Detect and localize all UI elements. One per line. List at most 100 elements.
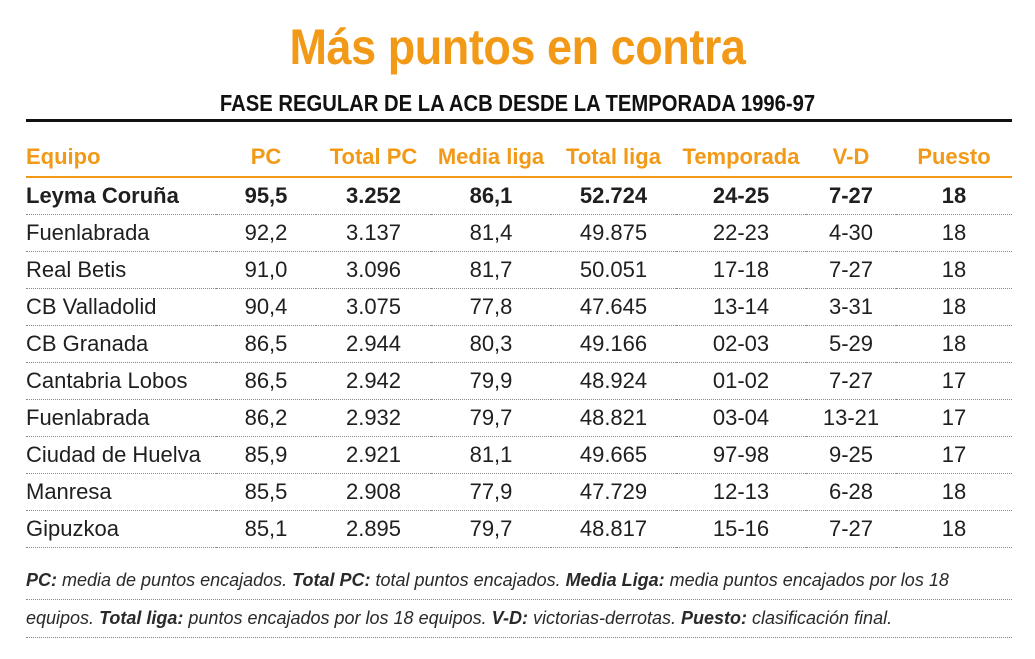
- team-name-cell: CB Granada: [26, 325, 216, 363]
- table-cell: 79,7: [431, 510, 551, 548]
- table-row: CB Valladolid 90,4 3.075 77,8 47.645 13-14 3-3…: [26, 288, 1012, 326]
- title-divider: [26, 119, 1012, 122]
- table-cell: 18: [896, 251, 1012, 289]
- footnote-term: Total liga:: [99, 608, 184, 628]
- column-header: Puesto: [896, 137, 1012, 178]
- table-cell: 15-16: [676, 510, 806, 548]
- team-name-cell: Fuenlabrada: [26, 214, 216, 252]
- table-cell: 2.944: [316, 325, 431, 363]
- table-cell: 79,7: [431, 399, 551, 437]
- chart-subtitle: FASE REGULAR DE LA ACB DESDE LA TEMPORAD…: [219, 90, 816, 116]
- table-cell: 7-27: [806, 510, 896, 548]
- table-cell: 48.821: [551, 399, 676, 437]
- table-cell: 22-23: [676, 214, 806, 252]
- chart-title: Más puntos en contra: [289, 19, 746, 75]
- footnote-term: Puesto:: [681, 608, 748, 628]
- column-header: Total liga: [551, 137, 676, 178]
- column-header: Equipo: [26, 137, 216, 178]
- footnote-text: total puntos encajados.: [370, 570, 566, 590]
- table-cell: 2.895: [316, 510, 431, 548]
- table-cell: 49.665: [551, 436, 676, 474]
- table-cell: 3-31: [806, 288, 896, 326]
- team-name-cell: Fuenlabrada: [26, 399, 216, 437]
- table-row: CB Granada 86,5 2.944 80,3 49.166 02-03 5-29 18: [26, 325, 1012, 363]
- table-cell: 6-28: [806, 473, 896, 511]
- table-cell: 85,1: [216, 510, 316, 548]
- table-cell: 7-27: [806, 251, 896, 289]
- table-cell: 2.942: [316, 362, 431, 400]
- column-header: Total PC: [316, 137, 431, 178]
- footnote-text: media de puntos encajados.: [57, 570, 293, 590]
- table-cell: 02-03: [676, 325, 806, 363]
- table-cell: 18: [896, 510, 1012, 548]
- table-cell: 81,4: [431, 214, 551, 252]
- table-cell: 03-04: [676, 399, 806, 437]
- column-header: Media liga: [431, 137, 551, 178]
- table-cell: 81,1: [431, 436, 551, 474]
- table-cell: 3.096: [316, 251, 431, 289]
- team-name-cell: Manresa: [26, 473, 216, 511]
- table-cell: 92,2: [216, 214, 316, 252]
- table-cell: 2.921: [316, 436, 431, 474]
- team-name-cell: Leyma Coruña: [26, 177, 216, 215]
- table-row: Fuenlabrada 86,2 2.932 79,7 48.821 03-04 13-21…: [26, 399, 1012, 437]
- table-cell: 17: [896, 399, 1012, 437]
- column-header: V-D: [806, 137, 896, 178]
- table-cell: 50.051: [551, 251, 676, 289]
- footnote-line-2: equipos. Total liga: puntos encajados po…: [26, 600, 1012, 638]
- table-cell: 80,3: [431, 325, 551, 363]
- footnote-term: Total PC:: [292, 570, 371, 590]
- table-cell: 12-13: [676, 473, 806, 511]
- table-cell: 7-27: [806, 362, 896, 400]
- table-cell: 18: [896, 177, 1012, 215]
- table-cell: 49.875: [551, 214, 676, 252]
- table-cell: 97-98: [676, 436, 806, 474]
- table-cell: 13-21: [806, 399, 896, 437]
- table-row: Leyma Coruña 95,5 3.252 86,1 52.724 24-25 7-27…: [26, 177, 1012, 215]
- column-header: Temporada: [676, 137, 806, 178]
- table-cell: 18: [896, 325, 1012, 363]
- table-cell: 17: [896, 436, 1012, 474]
- table-cell: 49.166: [551, 325, 676, 363]
- team-name-cell: Real Betis: [26, 251, 216, 289]
- table-cell: 7-27: [806, 177, 896, 215]
- table-header-row: Equipo PC Total PC Media liga Total liga Temp…: [26, 137, 1012, 178]
- table-cell: 18: [896, 288, 1012, 326]
- table-cell: 18: [896, 473, 1012, 511]
- table-cell: 77,9: [431, 473, 551, 511]
- team-name-cell: Cantabria Lobos: [26, 362, 216, 400]
- footnote: PC: media de puntos encajados. Total PC:…: [26, 562, 1012, 638]
- footnote-line-1: PC: media de puntos encajados. Total PC:…: [26, 562, 1012, 600]
- table-cell: 4-30: [806, 214, 896, 252]
- table-cell: 47.729: [551, 473, 676, 511]
- table-cell: 3.137: [316, 214, 431, 252]
- footnote-term: V-D:: [491, 608, 528, 628]
- table-cell: 18: [896, 214, 1012, 252]
- table-cell: 79,9: [431, 362, 551, 400]
- table-row: Fuenlabrada 92,2 3.137 81,4 49.875 22-23 4-30 1…: [26, 214, 1012, 252]
- table-cell: 90,4: [216, 288, 316, 326]
- team-name-cell: Ciudad de Huelva: [26, 436, 216, 474]
- table-cell: 24-25: [676, 177, 806, 215]
- table-cell: 86,2: [216, 399, 316, 437]
- table-cell: 3.252: [316, 177, 431, 215]
- footnote-text: clasificación final.: [747, 608, 893, 628]
- team-name-cell: CB Valladolid: [26, 288, 216, 326]
- table-cell: 85,5: [216, 473, 316, 511]
- table-cell: 86,1: [431, 177, 551, 215]
- table-cell: 2.932: [316, 399, 431, 437]
- table-row: Real Betis 91,0 3.096 81,7 50.051 17-18 7-27 18: [26, 251, 1012, 289]
- table-row: Cantabria Lobos 86,5 2.942 79,9 48.924 01-02 7…: [26, 362, 1012, 400]
- table-row: Ciudad de Huelva 85,9 2.921 81,1 49.665 97-98…: [26, 436, 1012, 474]
- table-cell: 01-02: [676, 362, 806, 400]
- table-row: Gipuzkoa 85,1 2.895 79,7 48.817 15-16 7-27 18: [26, 510, 1012, 548]
- table-cell: 2.908: [316, 473, 431, 511]
- table-cell: 52.724: [551, 177, 676, 215]
- table-cell: 77,8: [431, 288, 551, 326]
- table-cell: 47.645: [551, 288, 676, 326]
- table-cell: 5-29: [806, 325, 896, 363]
- footnote-text: puntos encajados por los 18 equipos.: [183, 608, 492, 628]
- team-name-cell: Gipuzkoa: [26, 510, 216, 548]
- table-row: Manresa 85,5 2.908 77,9 47.729 12-13 6-28 18: [26, 473, 1012, 511]
- table-cell: 81,7: [431, 251, 551, 289]
